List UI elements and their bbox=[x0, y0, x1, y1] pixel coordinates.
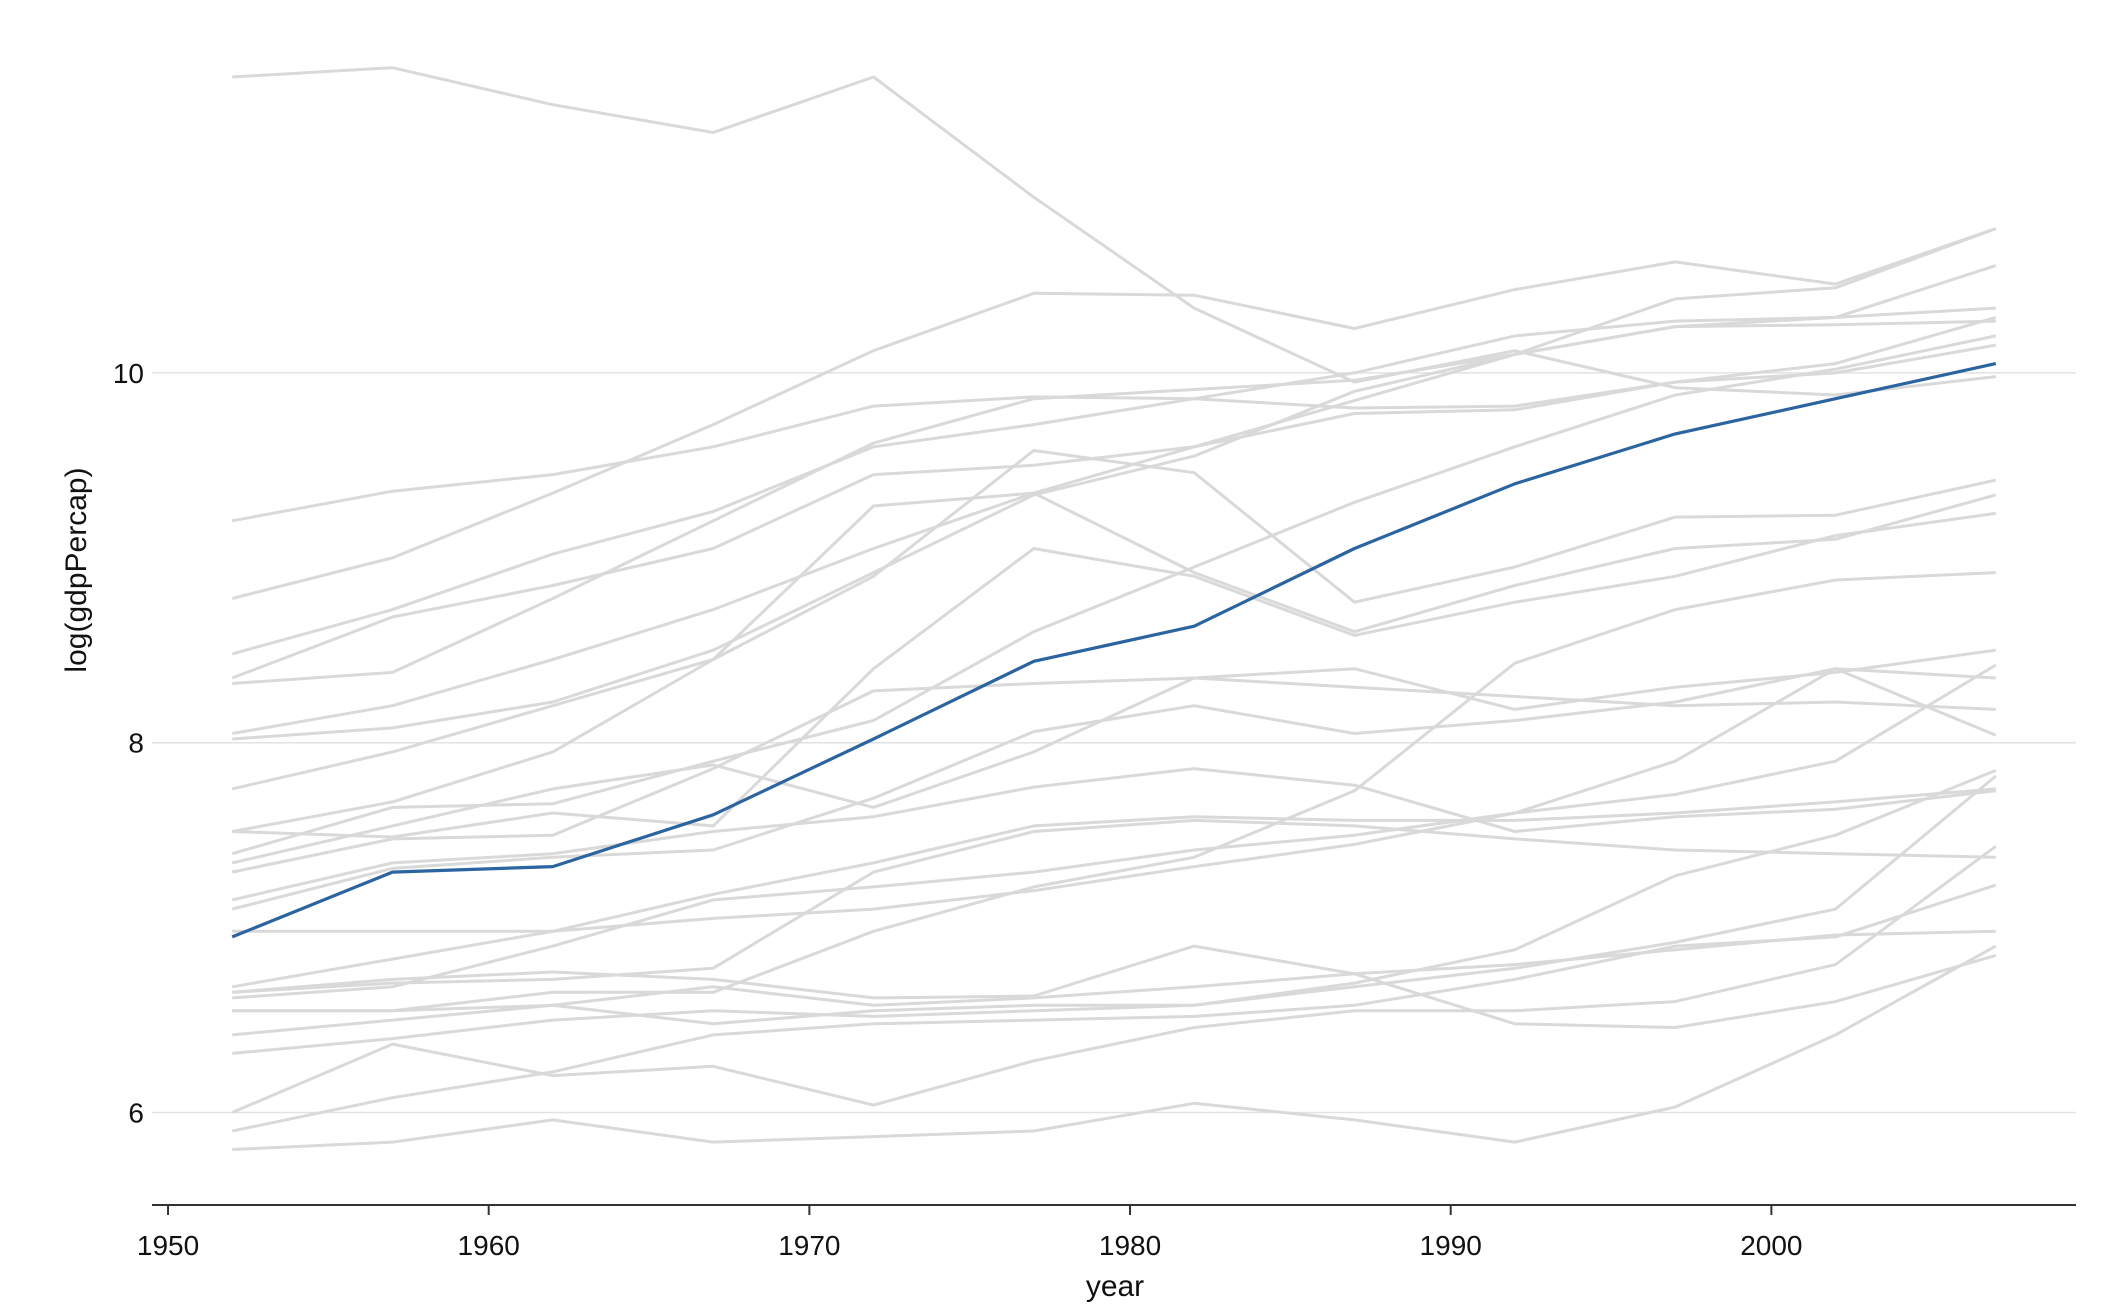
series-line-20 bbox=[232, 818, 1996, 994]
x-tick-label: 1970 bbox=[778, 1230, 840, 1261]
x-tick-label: 1990 bbox=[1420, 1230, 1482, 1261]
series-line-21 bbox=[232, 663, 1997, 1000]
series-line-22 bbox=[232, 929, 1996, 1013]
series-line-18 bbox=[231, 787, 1996, 989]
series-line-16 bbox=[231, 667, 1996, 911]
y-axis-title: log(gdpPercap) bbox=[60, 467, 93, 672]
y-tick-labels: 6 8 10 bbox=[113, 358, 144, 1129]
series-line-23 bbox=[232, 571, 1996, 1013]
series-line-8 bbox=[232, 264, 1997, 741]
gridlines bbox=[152, 372, 2076, 1114]
x-tick-labels: 1950 1960 1970 1980 1990 2000 bbox=[137, 1205, 1803, 1261]
y-tick-label: 6 bbox=[128, 1098, 144, 1129]
series-line-2 bbox=[231, 315, 1997, 523]
series-line-19 bbox=[232, 944, 1997, 1029]
x-tick-label: 1980 bbox=[1099, 1230, 1161, 1261]
x-tick-label: 1950 bbox=[137, 1230, 199, 1261]
series-line-27 bbox=[231, 883, 1997, 1133]
x-axis-title: year bbox=[1086, 1270, 1144, 1303]
series-line-12 bbox=[231, 334, 1997, 856]
background-series-lines bbox=[231, 66, 1997, 1151]
highlight-series-line bbox=[231, 362, 1997, 939]
series-line-24 bbox=[232, 769, 1997, 1037]
series-line-26 bbox=[231, 845, 1997, 1114]
series-line-5 bbox=[231, 343, 1997, 680]
y-tick-label: 8 bbox=[128, 728, 144, 759]
series-line-3 bbox=[231, 227, 1997, 600]
series-line-13 bbox=[231, 648, 1997, 865]
series-line-15 bbox=[231, 767, 1996, 902]
series-line-4 bbox=[231, 306, 1996, 656]
series-line-1 bbox=[232, 66, 1996, 397]
x-tick-label: 1960 bbox=[458, 1230, 520, 1261]
series-line-25 bbox=[232, 774, 1997, 1055]
series-line-10 bbox=[231, 491, 1997, 833]
series-line-11 bbox=[232, 511, 1997, 839]
series-line-9 bbox=[231, 449, 1997, 791]
y-tick-label: 10 bbox=[113, 358, 144, 389]
series-line-28 bbox=[232, 944, 1997, 1151]
series-line-7 bbox=[231, 227, 1997, 735]
x-tick-label: 2000 bbox=[1740, 1230, 1802, 1261]
series-line-17 bbox=[232, 667, 1997, 933]
highlighted-series-line bbox=[231, 362, 1997, 939]
series-line-14 bbox=[231, 676, 1996, 874]
